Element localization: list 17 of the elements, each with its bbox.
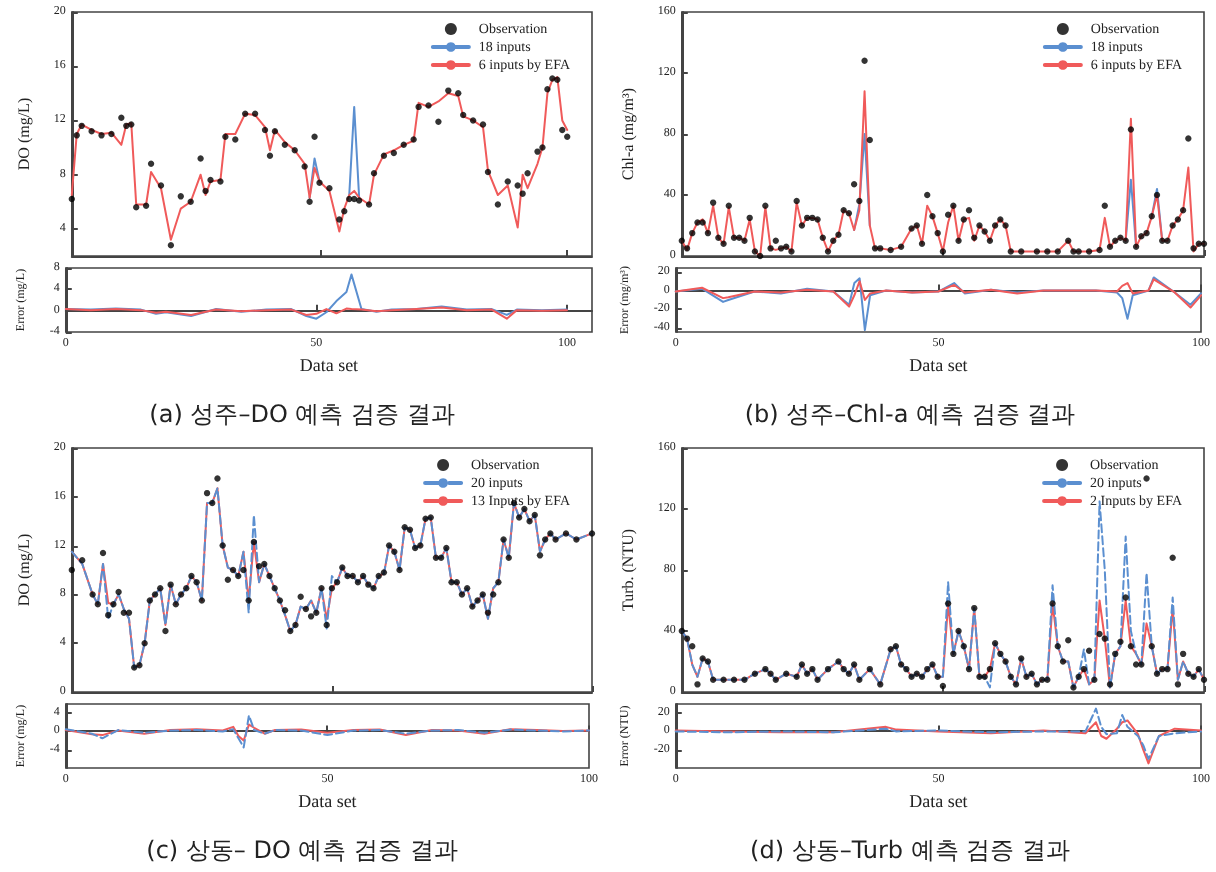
x-axis-title: Data set: [909, 791, 969, 811]
line-series: [674, 719, 1202, 765]
text: (d) 상동–Turb 예측 검증 결과: [750, 836, 1070, 864]
line-series: [64, 714, 590, 749]
line-series: [674, 707, 1202, 760]
line-series: [64, 723, 590, 742]
y-axis-title: DO (mg/L): [15, 97, 33, 171]
line-series: [674, 278, 1202, 309]
x-axis-title: Data set: [909, 355, 969, 375]
text: (b) 성주–Chl-a 예측 검증 결과: [744, 400, 1076, 428]
x-axis-title: Data set: [298, 791, 358, 811]
y-axis-title: DO (mg/L): [15, 533, 33, 607]
x-axis-title: Data set: [299, 355, 360, 375]
text: (c) 상동– DO 예측 검증 결과: [146, 836, 458, 864]
y-axis-title: Chl-a (mg/m³): [619, 87, 637, 181]
y-axis-title: Turb. (NTU): [619, 528, 637, 612]
text: (a) 성주–DO 예측 검증 결과: [149, 400, 455, 428]
